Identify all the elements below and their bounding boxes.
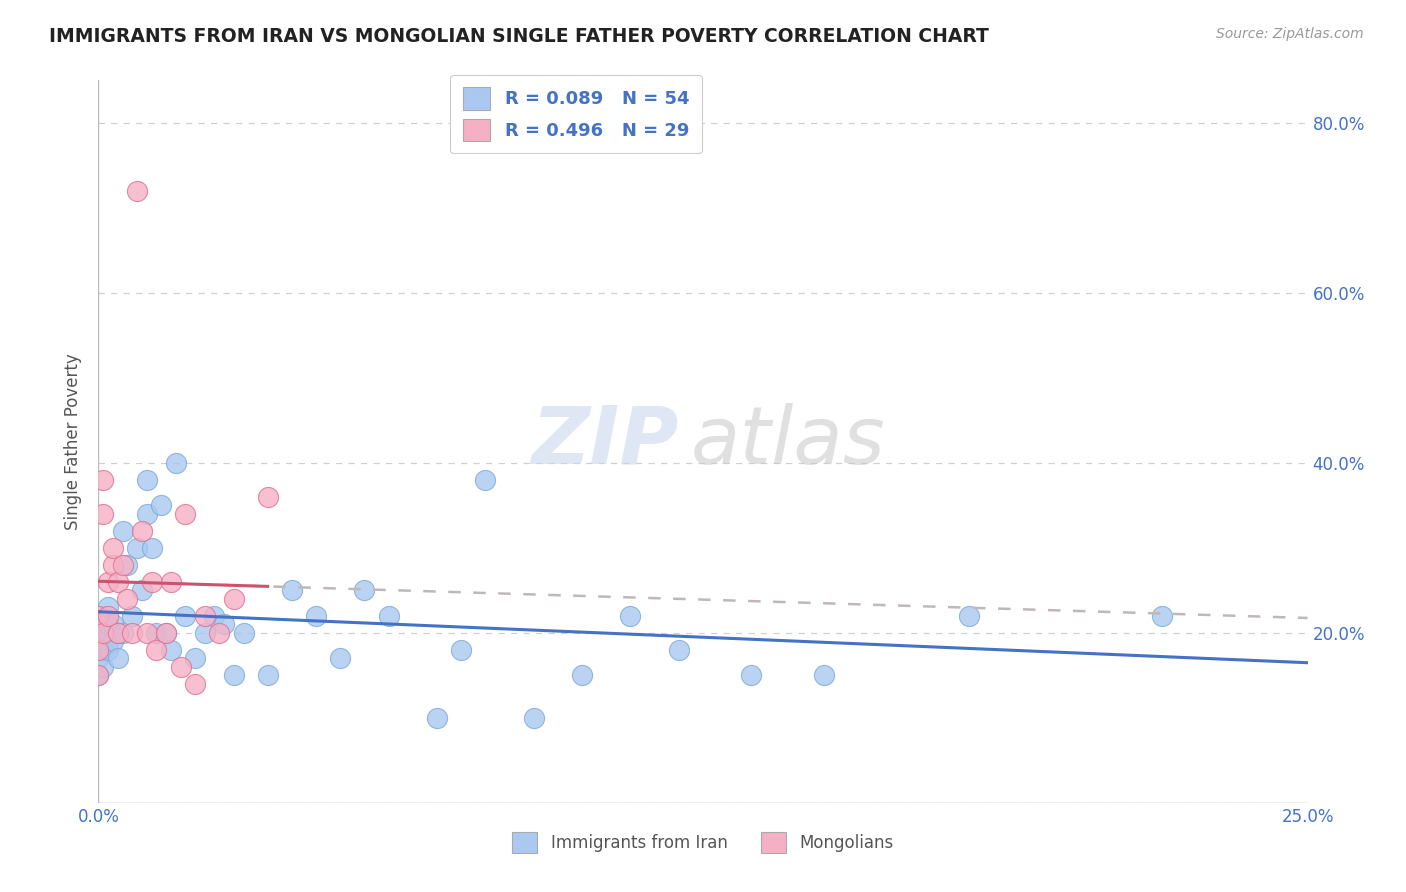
Point <box>91 608 114 623</box>
Point <box>222 668 245 682</box>
Point <box>377 608 399 623</box>
Point <box>619 608 641 623</box>
Point <box>97 642 120 657</box>
Point <box>121 625 143 640</box>
Text: IMMIGRANTS FROM IRAN VS MONGOLIAN SINGLE FATHER POVERTY CORRELATION CHART: IMMIGRANTS FROM IRAN VS MONGOLIAN SINGLE… <box>49 27 988 45</box>
Y-axis label: Single Father Poverty: Single Father Poverty <box>65 353 83 530</box>
Point <box>117 558 139 572</box>
Point <box>813 668 835 682</box>
Point <box>101 541 124 555</box>
Point <box>91 625 114 640</box>
Point <box>131 583 153 598</box>
Point <box>97 574 120 589</box>
Point <box>450 642 472 657</box>
Point <box>91 642 114 657</box>
Point <box>957 608 980 623</box>
Point <box>127 541 149 555</box>
Point <box>329 651 352 665</box>
Point <box>107 651 129 665</box>
Point <box>97 600 120 615</box>
Point <box>194 625 217 640</box>
Point <box>184 677 207 691</box>
Point <box>87 634 110 648</box>
Point <box>256 490 278 504</box>
Point <box>91 507 114 521</box>
Text: ZIP: ZIP <box>531 402 679 481</box>
Point <box>87 642 110 657</box>
Point <box>101 558 124 572</box>
Point <box>121 608 143 623</box>
Point <box>97 625 120 640</box>
Point <box>131 524 153 538</box>
Point <box>160 574 183 589</box>
Legend: Immigrants from Iran, Mongolians: Immigrants from Iran, Mongolians <box>506 826 900 860</box>
Point <box>212 617 235 632</box>
Point <box>169 660 191 674</box>
Point <box>256 668 278 682</box>
Point <box>91 473 114 487</box>
Point <box>474 473 496 487</box>
Point <box>571 668 593 682</box>
Point <box>155 625 177 640</box>
Point <box>111 558 134 572</box>
Point <box>165 456 187 470</box>
Point <box>222 591 245 606</box>
Point <box>87 668 110 682</box>
Point <box>87 651 110 665</box>
Point <box>111 625 134 640</box>
Point <box>127 184 149 198</box>
Point <box>87 617 110 632</box>
Point <box>97 617 120 632</box>
Point <box>107 625 129 640</box>
Point <box>174 507 197 521</box>
Point <box>145 642 167 657</box>
Point <box>194 608 217 623</box>
Point <box>155 625 177 640</box>
Point <box>1152 608 1174 623</box>
Point <box>135 507 157 521</box>
Point <box>91 625 114 640</box>
Point <box>101 617 124 632</box>
Point <box>87 668 110 682</box>
Point <box>135 473 157 487</box>
Point <box>281 583 304 598</box>
Point <box>174 608 197 623</box>
Point <box>107 625 129 640</box>
Point <box>523 711 546 725</box>
Point <box>353 583 375 598</box>
Point <box>141 541 163 555</box>
Point <box>141 574 163 589</box>
Point <box>91 660 114 674</box>
Point <box>668 642 690 657</box>
Text: Source: ZipAtlas.com: Source: ZipAtlas.com <box>1216 27 1364 41</box>
Text: atlas: atlas <box>690 402 886 481</box>
Point <box>204 608 226 623</box>
Point <box>160 642 183 657</box>
Point <box>87 608 110 623</box>
Point <box>97 608 120 623</box>
Point <box>305 608 328 623</box>
Point <box>111 524 134 538</box>
Point <box>101 634 124 648</box>
Point <box>150 498 173 512</box>
Point <box>184 651 207 665</box>
Point <box>208 625 231 640</box>
Point <box>145 625 167 640</box>
Point <box>117 591 139 606</box>
Point <box>426 711 449 725</box>
Point <box>740 668 762 682</box>
Point <box>107 574 129 589</box>
Point <box>232 625 254 640</box>
Point <box>135 625 157 640</box>
